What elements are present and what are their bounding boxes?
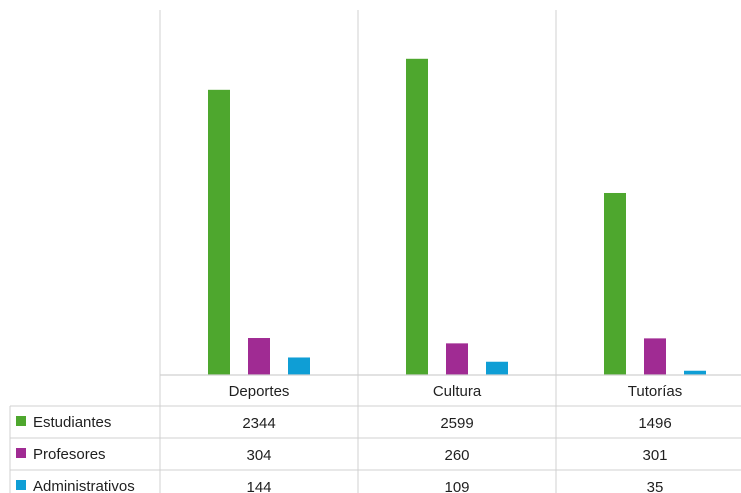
bar-estudiantes-1: [406, 58, 428, 376]
legend-key-profesores: [16, 448, 26, 458]
bar-estudiantes-0: [208, 89, 230, 376]
bar-profesores-2: [644, 338, 666, 375]
table-cell-value: 304: [246, 447, 271, 464]
bar-administrativos-1: [486, 361, 508, 375]
bar-estudiantes-2: [604, 192, 626, 375]
table-cell-value: 144: [246, 479, 271, 493]
legend-key-administrativos: [16, 480, 26, 490]
x-tick-label: Deportes: [229, 383, 290, 400]
table-cell-value: 35: [647, 479, 664, 493]
table-cell-value: 2599: [440, 415, 473, 432]
category-divider-lines: [159, 10, 557, 493]
table-cell-value: 2344: [242, 415, 275, 432]
bar-profesores-1: [446, 343, 468, 375]
bar-administrativos-2: [684, 370, 706, 375]
data-table: Deportes Cultura Tutorías Estudiantes 2344 25…: [9, 374, 741, 493]
table-cell-value: 1496: [638, 415, 671, 432]
x-tick-label: Cultura: [433, 383, 482, 400]
table-cell-value: 260: [444, 447, 469, 464]
legend-label-estudiantes: Estudiantes: [33, 414, 111, 431]
bars-group: [208, 58, 706, 376]
bar-profesores-0: [248, 338, 270, 375]
legend-label-administrativos: Administrativos: [33, 478, 135, 493]
table-cell-value: 301: [642, 447, 667, 464]
legend-label-profesores: Profesores: [33, 446, 106, 463]
x-tick-label: Tutorías: [628, 383, 682, 400]
bar-administrativos-0: [288, 357, 310, 375]
table-cell-value: 109: [444, 479, 469, 493]
legend-key-estudiantes: [16, 416, 26, 426]
